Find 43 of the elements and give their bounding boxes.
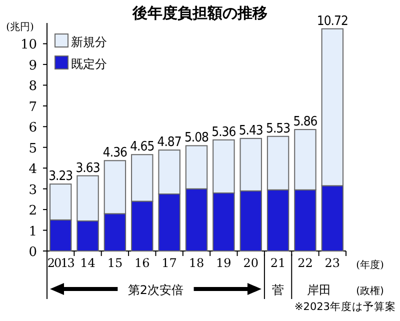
- x-tick-label: 14: [80, 256, 96, 270]
- text: ※2023年度は予算案: [294, 300, 396, 313]
- y-tick-label: 0: [28, 245, 37, 260]
- x-tick-label: 18: [188, 256, 204, 270]
- x-tick-label: 20: [243, 256, 259, 270]
- y-tick-label: 10: [20, 38, 37, 53]
- y-tick-label: 5: [28, 141, 37, 156]
- total-label: 5.08: [184, 130, 209, 146]
- text: 菅: [272, 283, 284, 297]
- total-label: 5.43: [238, 123, 263, 138]
- x-tick-label: 22: [298, 256, 313, 270]
- y-tick-label: 6: [28, 120, 37, 136]
- y-tick-label: 2: [28, 204, 37, 219]
- x-tick-label: 21: [270, 256, 286, 270]
- x-tick-label: 19: [216, 256, 232, 270]
- y-tick-label: 1: [28, 224, 37, 240]
- y-tick-label: 7: [28, 100, 37, 115]
- total-label: 5.86: [293, 114, 318, 130]
- legend-label: 既定分: [71, 57, 107, 71]
- x-axis-title: (年度): [356, 259, 384, 271]
- text: (政権): [356, 285, 384, 297]
- y-tick-label: 4: [28, 162, 37, 178]
- chart-title: 後年度負担額の推移: [132, 4, 268, 22]
- y-tick-label: 8: [28, 79, 37, 94]
- total-label: 10.72: [316, 14, 348, 29]
- total-label: 4.65: [130, 140, 154, 155]
- y-axis-title: (兆円): [6, 21, 34, 33]
- x-tick-label: 15: [107, 256, 123, 270]
- total-label: 4.36: [102, 146, 128, 161]
- text: 第2次安倍: [128, 283, 184, 297]
- total-label: 3.63: [76, 160, 100, 176]
- x-tick-label: 23: [324, 256, 340, 270]
- total-label: 5.53: [266, 121, 290, 136]
- y-tick-label: 9: [28, 58, 37, 74]
- x-tick-label: 16: [134, 256, 150, 270]
- total-label: 3.23: [48, 169, 73, 184]
- y-tick-label: 3: [28, 182, 37, 198]
- total-label: 4.87: [157, 135, 182, 150]
- x-tick-label: 2013: [47, 256, 74, 270]
- text: 岸田: [306, 283, 331, 297]
- legend-label: 新規分: [71, 35, 107, 49]
- x-tick-label: 17: [162, 256, 177, 270]
- total-label: 5.36: [212, 124, 236, 140]
